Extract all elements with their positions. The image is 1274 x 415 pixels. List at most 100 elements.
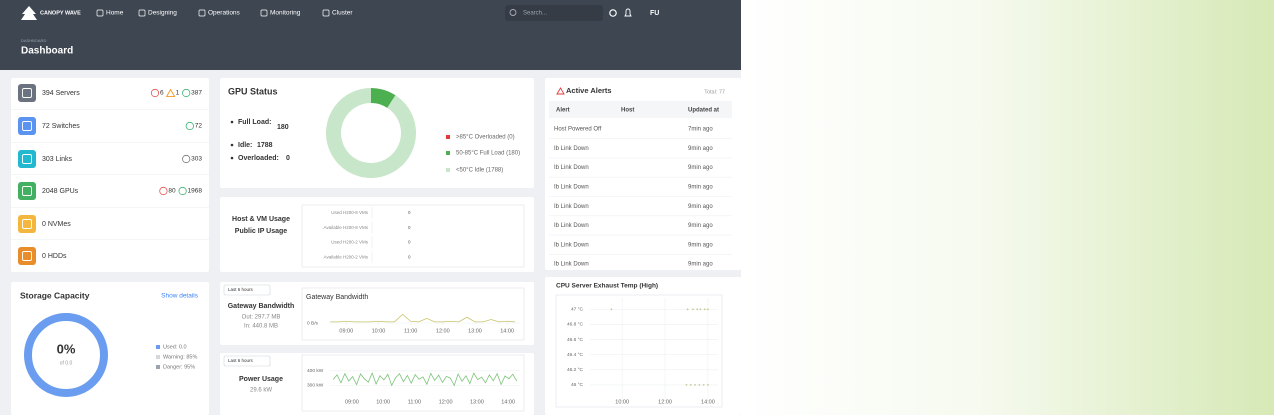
inventory-glyph bbox=[22, 121, 32, 131]
point bbox=[686, 308, 689, 311]
x-tick-label: 14:00 bbox=[500, 328, 514, 334]
inventory-glyph bbox=[22, 219, 32, 229]
settings-icon[interactable] bbox=[609, 9, 617, 17]
badge-icon bbox=[178, 186, 187, 196]
temp-card bbox=[545, 277, 741, 415]
point bbox=[699, 308, 702, 311]
point bbox=[692, 308, 694, 311]
range-select-text[interactable]: Last 6 hours bbox=[228, 287, 254, 292]
point bbox=[698, 383, 701, 386]
usage-card bbox=[220, 197, 534, 272]
alerts-header-row bbox=[549, 101, 732, 118]
x-tick-label: 09:00 bbox=[345, 399, 359, 405]
alert-time: 9min ago bbox=[688, 146, 713, 152]
range-select[interactable] bbox=[223, 284, 271, 296]
nav-item[interactable]: Operations bbox=[208, 10, 241, 17]
x-tick-label: 12:00 bbox=[658, 399, 672, 405]
backdrop bbox=[741, 0, 1274, 415]
usage-value: 0 bbox=[408, 254, 411, 259]
series-line bbox=[330, 313, 516, 323]
stat-value: 1788 bbox=[257, 142, 273, 149]
badge-count: 1 bbox=[176, 90, 180, 97]
nav-item[interactable]: Designing bbox=[148, 10, 177, 17]
alert-time: 9min ago bbox=[688, 184, 713, 190]
table-header: Updated at bbox=[688, 108, 719, 114]
badge-icon bbox=[185, 121, 194, 131]
legend-label: <50°C Idle (1788) bbox=[456, 168, 503, 174]
badge-count: 72 bbox=[195, 123, 203, 130]
power-title: Power Usage bbox=[239, 376, 283, 383]
legend-swatch bbox=[156, 365, 160, 369]
x-tick-label: 09:00 bbox=[339, 328, 353, 334]
storage-ring bbox=[24, 313, 108, 397]
usage-value: 0 bbox=[408, 225, 411, 230]
range-select-text[interactable]: Last 6 hours bbox=[228, 358, 254, 363]
alert-time: 9min ago bbox=[688, 242, 713, 248]
usage-title: Host & VM Usage bbox=[232, 216, 290, 223]
nav-icon bbox=[198, 9, 206, 17]
page-title: Dashboard bbox=[21, 46, 73, 57]
avatar[interactable]: FU bbox=[650, 10, 659, 17]
x-tick-label: 14:00 bbox=[701, 399, 715, 405]
alerts-rows: Host Powered Off 7min ago Ib Link Down 9min… bbox=[549, 127, 732, 268]
badge-icon bbox=[182, 154, 191, 164]
usage-value: 0 bbox=[408, 210, 411, 215]
inventory-icon bbox=[18, 150, 36, 168]
power-subtitle: 29.6 kW bbox=[250, 388, 272, 394]
alert-time: 9min ago bbox=[688, 223, 713, 229]
storage-percent: 0% bbox=[57, 341, 76, 356]
donut-segment bbox=[326, 88, 416, 178]
x-tick-label: 11:00 bbox=[404, 328, 417, 334]
stat-label: Idle: bbox=[238, 142, 252, 149]
gateway-in: In: 440.8 MB bbox=[244, 324, 278, 330]
alerts-total: Total: 77 bbox=[704, 89, 725, 95]
inventory-icon bbox=[18, 182, 36, 200]
stat-value: 180 bbox=[277, 124, 289, 131]
show-details-link[interactable]: Show details bbox=[161, 293, 199, 300]
power-panel bbox=[301, 354, 525, 412]
inventory-label: 2048 GPUs bbox=[42, 188, 79, 195]
y-tick-label: 46.6 °C bbox=[567, 337, 584, 343]
inventory-glyph bbox=[22, 251, 32, 261]
nav-item[interactable]: Monitoring bbox=[270, 10, 301, 17]
inventory-glyph bbox=[22, 88, 32, 98]
legend-label: Used: 0.0 bbox=[163, 344, 187, 350]
alert-name: Ib Link Down bbox=[554, 223, 589, 229]
bullet bbox=[230, 120, 234, 124]
inventory-label: 0 HDDs bbox=[42, 253, 67, 260]
nav-icon bbox=[260, 9, 268, 17]
search-box[interactable] bbox=[505, 5, 603, 21]
table-header: Host bbox=[621, 108, 634, 114]
logo-text: CANOPY WAVE bbox=[40, 10, 81, 16]
point bbox=[694, 383, 696, 386]
legend-label: >85°C Overloaded (0) bbox=[456, 135, 515, 141]
breadcrumb: DASHBOARD bbox=[21, 38, 46, 43]
point bbox=[685, 383, 688, 386]
temp-title: CPU Server Exhaust Temp (High) bbox=[556, 283, 658, 290]
usage-label: Used H200-8 VMs bbox=[331, 210, 369, 215]
point bbox=[696, 308, 699, 311]
bell-icon[interactable] bbox=[624, 8, 632, 17]
inventory-icon bbox=[18, 215, 36, 233]
gpu-card bbox=[220, 78, 534, 188]
stat-label: Overloaded: bbox=[238, 155, 279, 162]
temp-panel bbox=[555, 294, 723, 408]
x-tick-label: 11:00 bbox=[408, 399, 421, 405]
legend-label: 50-85°C Full Load (180) bbox=[456, 151, 520, 157]
nav-item[interactable]: Home bbox=[106, 10, 124, 17]
legend-swatch bbox=[446, 151, 450, 155]
point bbox=[610, 308, 613, 311]
series-line bbox=[332, 372, 518, 387]
point bbox=[702, 383, 705, 386]
alert-icon bbox=[556, 87, 565, 95]
point bbox=[703, 308, 706, 311]
usage-title: Public IP Usage bbox=[235, 228, 287, 235]
range-select[interactable] bbox=[223, 355, 271, 367]
gateway-card bbox=[220, 282, 534, 345]
x-tick-label: 13:00 bbox=[470, 399, 484, 405]
nav-item[interactable]: Cluster bbox=[332, 10, 353, 17]
badge-icon bbox=[150, 88, 160, 98]
inventory-label: 303 Links bbox=[42, 156, 72, 163]
